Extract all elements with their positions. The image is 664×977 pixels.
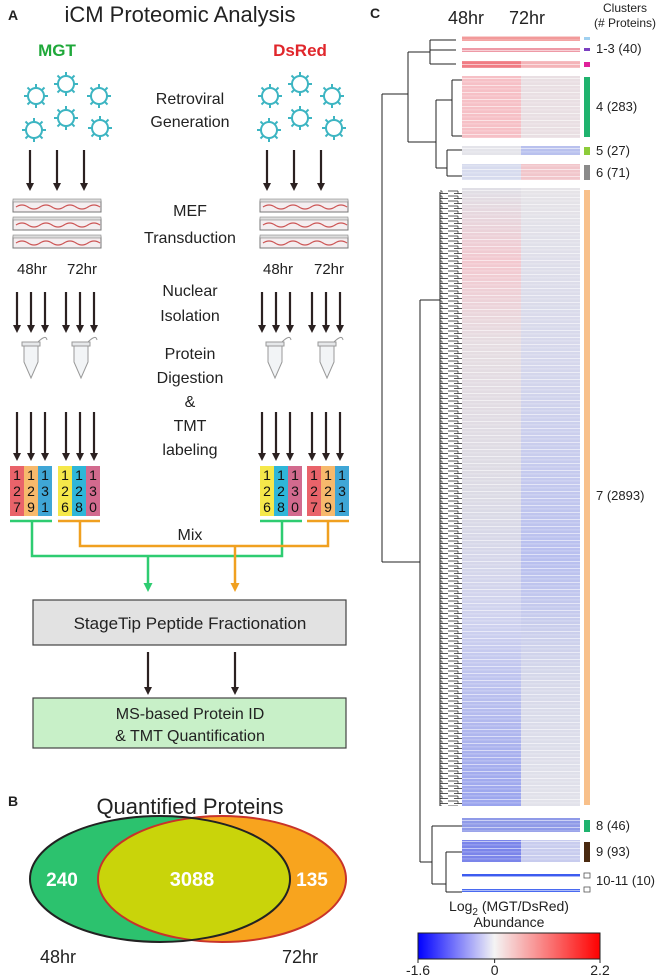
panel-letter: C <box>370 5 380 21</box>
cluster-label: 5 (27) <box>596 143 630 158</box>
arrows <box>26 150 325 191</box>
tmt-channel: 130 <box>288 466 302 516</box>
cluster-label: 8 (46) <box>596 818 630 833</box>
colorbar-title-part: (MGT/DsRed) <box>478 898 569 914</box>
group-label: DsRed <box>273 41 327 60</box>
step-label: Nuclear <box>162 283 218 300</box>
cluster-label: 9 (93) <box>596 844 630 859</box>
colorbar-tick-label: 2.2 <box>590 962 610 977</box>
tmt-channel: 130 <box>86 466 100 516</box>
clusters-header: (# Proteins) <box>594 16 656 30</box>
column-label: 48hr <box>448 8 484 28</box>
cluster-label: 4 (283) <box>596 99 637 114</box>
panel-letter: A <box>8 7 18 23</box>
arrows <box>144 652 239 695</box>
step-label: Isolation <box>160 308 220 325</box>
tmt-channel: 131 <box>38 466 52 516</box>
mix-label: Mix <box>178 527 203 544</box>
process-label: MS-based Protein ID <box>116 706 265 723</box>
colorbar <box>417 932 601 960</box>
venn-label: 72hr <box>282 947 318 967</box>
cluster-label: 1-3 (40) <box>596 41 642 56</box>
venn-label: 48hr <box>40 947 76 967</box>
step-label: TMT <box>174 418 207 435</box>
colorbar-ticks: -1.6 0 2.2 <box>406 959 610 977</box>
timepoint: 72hr <box>67 261 97 278</box>
tmt-channel: 129 <box>24 466 38 516</box>
tmt-channel: 129 <box>321 466 335 516</box>
tmt-channel: 126 <box>260 466 274 516</box>
step-label: Digestion <box>157 370 224 387</box>
cluster-label: 6 (71) <box>596 165 630 180</box>
column-label: 72hr <box>509 8 545 28</box>
process-box <box>32 697 347 749</box>
cluster-bars <box>583 37 591 893</box>
cluster-label: 7 (2893) <box>596 488 644 503</box>
arrows <box>13 412 344 461</box>
tmt-channel: 128 <box>72 466 86 516</box>
tmt-channel: 128 <box>274 466 288 516</box>
process-label: StageTip Peptide Fractionation <box>74 614 307 633</box>
process-label: & TMT Quantification <box>115 728 265 745</box>
colorbar-title-part: Log <box>449 898 472 914</box>
heatmap <box>462 36 580 896</box>
venn-count: 135 <box>296 870 328 891</box>
colorbar-title: Log2 (MGT/DsRed) <box>449 898 569 918</box>
arrows <box>13 292 344 333</box>
step-label: MEF <box>173 203 207 220</box>
step-label: Generation <box>150 114 229 131</box>
group-label: MGT <box>38 41 76 60</box>
tmt-channel: 126 <box>58 466 72 516</box>
venn <box>29 815 347 943</box>
venn-count: 3088 <box>170 869 215 891</box>
panel-title: Quantified Proteins <box>96 794 283 819</box>
step-label: labeling <box>162 442 217 459</box>
step-label: & <box>185 394 196 411</box>
tmt-channel: 127 <box>307 466 321 516</box>
timepoint: 72hr <box>314 261 344 278</box>
timepoint: 48hr <box>17 261 47 278</box>
clusters-header: Clusters <box>603 1 647 15</box>
panel-letter: B <box>8 793 18 809</box>
step-label: Retroviral <box>156 91 224 108</box>
cluster-label: 10-11 (10) <box>596 873 655 888</box>
step-label: Transduction <box>144 230 236 247</box>
colorbar-title: Abundance <box>474 914 545 930</box>
tmt-channel: 131 <box>335 466 349 516</box>
mix-lines <box>10 519 349 592</box>
panel-title: iCM Proteomic Analysis <box>64 2 295 27</box>
dendrogram <box>381 39 462 893</box>
colorbar-tick-label: -1.6 <box>406 962 430 977</box>
colorbar-tick-label: 0 <box>491 962 499 977</box>
process-box <box>32 599 347 646</box>
step-label: Protein <box>165 346 216 363</box>
colorbar-title-part: 2 <box>472 907 478 918</box>
timepoint: 48hr <box>263 261 293 278</box>
venn-count: 240 <box>46 870 78 891</box>
tmt-channel: 127 <box>10 466 24 516</box>
